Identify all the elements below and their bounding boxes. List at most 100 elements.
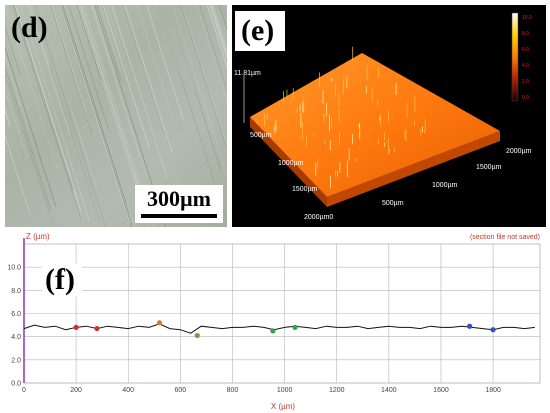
profile-line: [23, 323, 535, 334]
3d-profilometry-panel: 11.81µm 500µm 1000µm 1500µm 2000µm0 500µ…: [232, 5, 546, 227]
z-axis-label: 11.81µm: [234, 70, 261, 77]
y-tick-label: 6.0: [11, 311, 21, 318]
scratch-line: [213, 5, 227, 49]
scratch-line: [120, 5, 183, 198]
x-tick-label: 1200: [329, 387, 345, 394]
scratch-line: [5, 72, 50, 211]
scratch-line: [20, 5, 90, 222]
scratch-line: [30, 5, 100, 222]
axis-label-x-1500: 1500µm: [476, 164, 502, 171]
surface-side-front: [250, 117, 327, 207]
y-tick-label: 0.0: [11, 381, 21, 388]
scratch-line: [209, 5, 227, 60]
panel-label-f: (f): [45, 263, 75, 296]
profile-marker: [156, 320, 163, 326]
scratch-line: [5, 93, 22, 147]
x-tick-label: 200: [70, 387, 82, 394]
x-tick-label: 1800: [485, 387, 501, 394]
x-axis-label: X (µm): [271, 402, 295, 411]
axis-label-y-1000: 1000µm: [278, 160, 304, 167]
scratch-line: [15, 5, 79, 200]
y-tick-label: 2.0: [11, 357, 21, 364]
scratch-line: [199, 5, 227, 93]
surface-peaks: [257, 46, 426, 189]
x-tick-label: 0: [22, 387, 26, 394]
chart-grid: [23, 238, 541, 384]
scratch-line: [91, 5, 148, 178]
axis-label-x-500: 500µm: [382, 200, 404, 207]
scratch-line: [76, 5, 102, 81]
scratch-line: [181, 5, 227, 147]
axis-label-y-1500: 1500µm: [292, 186, 318, 193]
scratch-line: [96, 5, 122, 81]
legend-tick-4: 4.0: [522, 63, 529, 69]
scratch-line: [34, 5, 106, 227]
profile-marker: [467, 323, 473, 329]
legend-tick-8: 8.0: [522, 31, 529, 37]
section-file-notice: (section file not saved): [470, 234, 540, 241]
y-tick-labels: 0.0 2.0 4.0 6.0 8.0 10.0: [7, 265, 21, 388]
scale-bar-line: [141, 214, 217, 218]
scratch-line: [196, 5, 227, 102]
panel-label-e-box: (e): [235, 11, 285, 51]
scratch-line: [206, 5, 227, 69]
axis-label-x-2000: 2000µm: [506, 148, 532, 155]
scratch-line: [62, 5, 127, 203]
scratch-line: [5, 74, 53, 224]
x-tick-label: 1000: [277, 387, 293, 394]
scratch-line: [5, 46, 57, 207]
scratch-line: [13, 5, 74, 191]
x-tick-label: 1600: [433, 387, 449, 394]
scratch-line: [210, 5, 227, 58]
scratch-line: [37, 5, 73, 114]
scratch-line: [90, 5, 141, 157]
scratch-line: [5, 89, 28, 161]
scratch-line: [146, 5, 185, 122]
scratch-line: [211, 5, 227, 55]
y-tick-label: 8.0: [11, 288, 21, 295]
panel-label-f-box: (f): [42, 264, 82, 296]
scratch-line: [5, 134, 31, 214]
surface-top: [250, 53, 500, 197]
scratch-line: [51, 5, 87, 112]
legend-tick-0: 0.0: [522, 95, 529, 101]
profile-marker: [73, 324, 79, 330]
scratch-line: [28, 5, 71, 135]
scratch-line: [5, 65, 52, 210]
scratch-line: [68, 5, 109, 128]
surface-side-right: [327, 131, 500, 207]
scratch-line: [99, 5, 121, 73]
3d-surface-plot: 11.81µm 500µm 1000µm 1500µm 2000µm0 500µ…: [234, 12, 532, 221]
axis-label-x-1000: 1000µm: [432, 182, 458, 189]
line-profile-panel: Z (µm) (section file not saved) 0.0 2.0 4.…: [0, 230, 550, 413]
y-axis-label: Z (µm): [26, 232, 50, 241]
x-tick-label: 400: [122, 387, 134, 394]
legend-tick-2: 2.0: [522, 79, 529, 85]
scratch-line: [180, 5, 227, 151]
axis-label-y-500: 500µm: [250, 132, 272, 139]
legend-tick-6: 6.0: [522, 47, 529, 53]
scratch-line: [92, 5, 117, 76]
x-tick-labels: 0 200 400 600 800 1000 1200 1400 1600 1800: [22, 387, 501, 394]
profile-marker: [270, 328, 276, 334]
y-tick-label: 4.0: [11, 334, 21, 341]
scratch-line: [157, 5, 227, 223]
scratch-line: [111, 5, 133, 70]
axis-label-y-2000: 2000µm0: [304, 214, 333, 221]
scratch-line: [50, 5, 93, 135]
profile-markers: [73, 320, 496, 339]
scratch-line: [5, 5, 59, 171]
scratch-line: [124, 5, 173, 154]
scratch-line: [62, 5, 130, 216]
profile-marker: [194, 332, 200, 339]
scratch-line: [29, 5, 50, 66]
scale-bar-label: 300µm: [146, 186, 211, 211]
scratch-line: [14, 5, 82, 214]
profile-marker: [292, 324, 298, 330]
scratch-line: [59, 5, 131, 224]
scratch-line: [167, 5, 196, 92]
scratch-line: [111, 5, 168, 179]
x-tick-label: 600: [175, 387, 187, 394]
scratch-line: [5, 95, 25, 156]
optical-micrograph-panel: (d) 300µm: [5, 5, 227, 227]
